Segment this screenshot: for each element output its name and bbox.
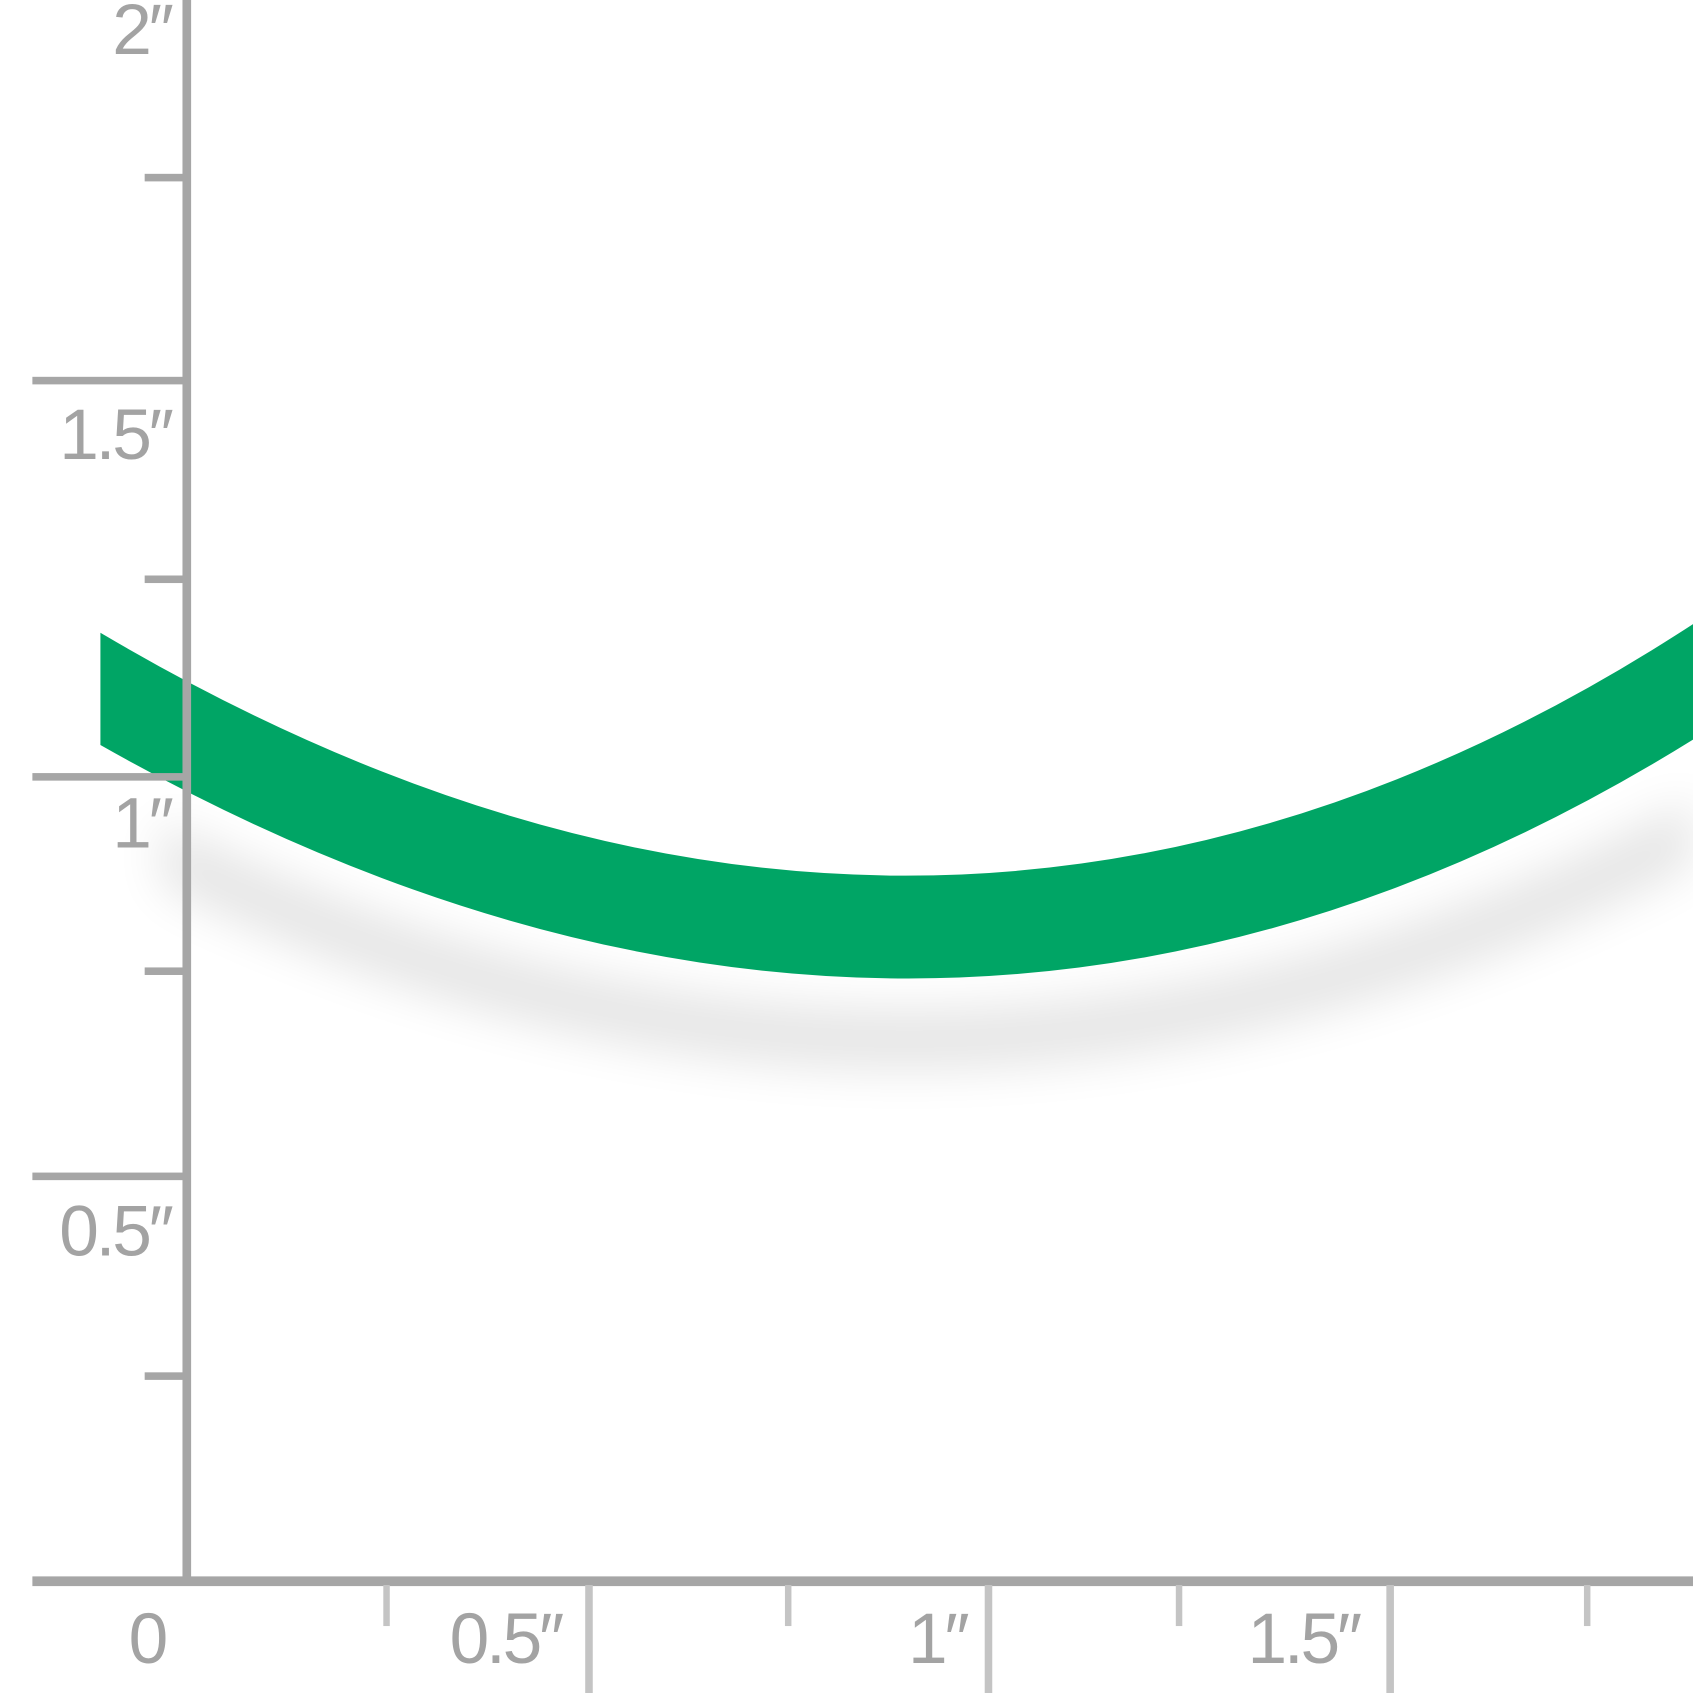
y-label: 2″ <box>112 0 172 70</box>
cord-shadow <box>161 798 1693 1070</box>
y-label: 1″ <box>112 784 172 864</box>
x-label: 1.5″ <box>1248 1599 1361 1679</box>
x-tick-major <box>984 1585 993 1693</box>
y-tick-minor <box>144 1372 184 1380</box>
x-tick-minor <box>383 1585 390 1627</box>
x-tick-major <box>1386 1585 1394 1693</box>
y-tick-minor <box>144 967 184 975</box>
green-cord <box>100 624 1693 979</box>
x-axis-line <box>32 1576 1693 1587</box>
y-tick-minor <box>144 575 184 584</box>
y-tick-major <box>32 376 184 385</box>
x-tick-minor <box>1175 1585 1183 1627</box>
x-tick-minor <box>1583 1585 1591 1627</box>
x-tick-minor <box>784 1585 792 1627</box>
y-axis-line <box>182 0 192 1586</box>
y-label: 0.5″ <box>59 1192 172 1272</box>
x-label: 0.5″ <box>450 1599 563 1679</box>
y-tick-major <box>32 773 184 781</box>
y-label: 1.5″ <box>59 395 172 475</box>
y-tick-minor <box>144 173 184 182</box>
x-tick-major <box>585 1585 593 1693</box>
x-label: 0 <box>129 1599 166 1679</box>
x-label: 1″ <box>908 1599 968 1679</box>
ruler-axes <box>32 0 1693 1587</box>
y-tick-major <box>32 1172 184 1181</box>
